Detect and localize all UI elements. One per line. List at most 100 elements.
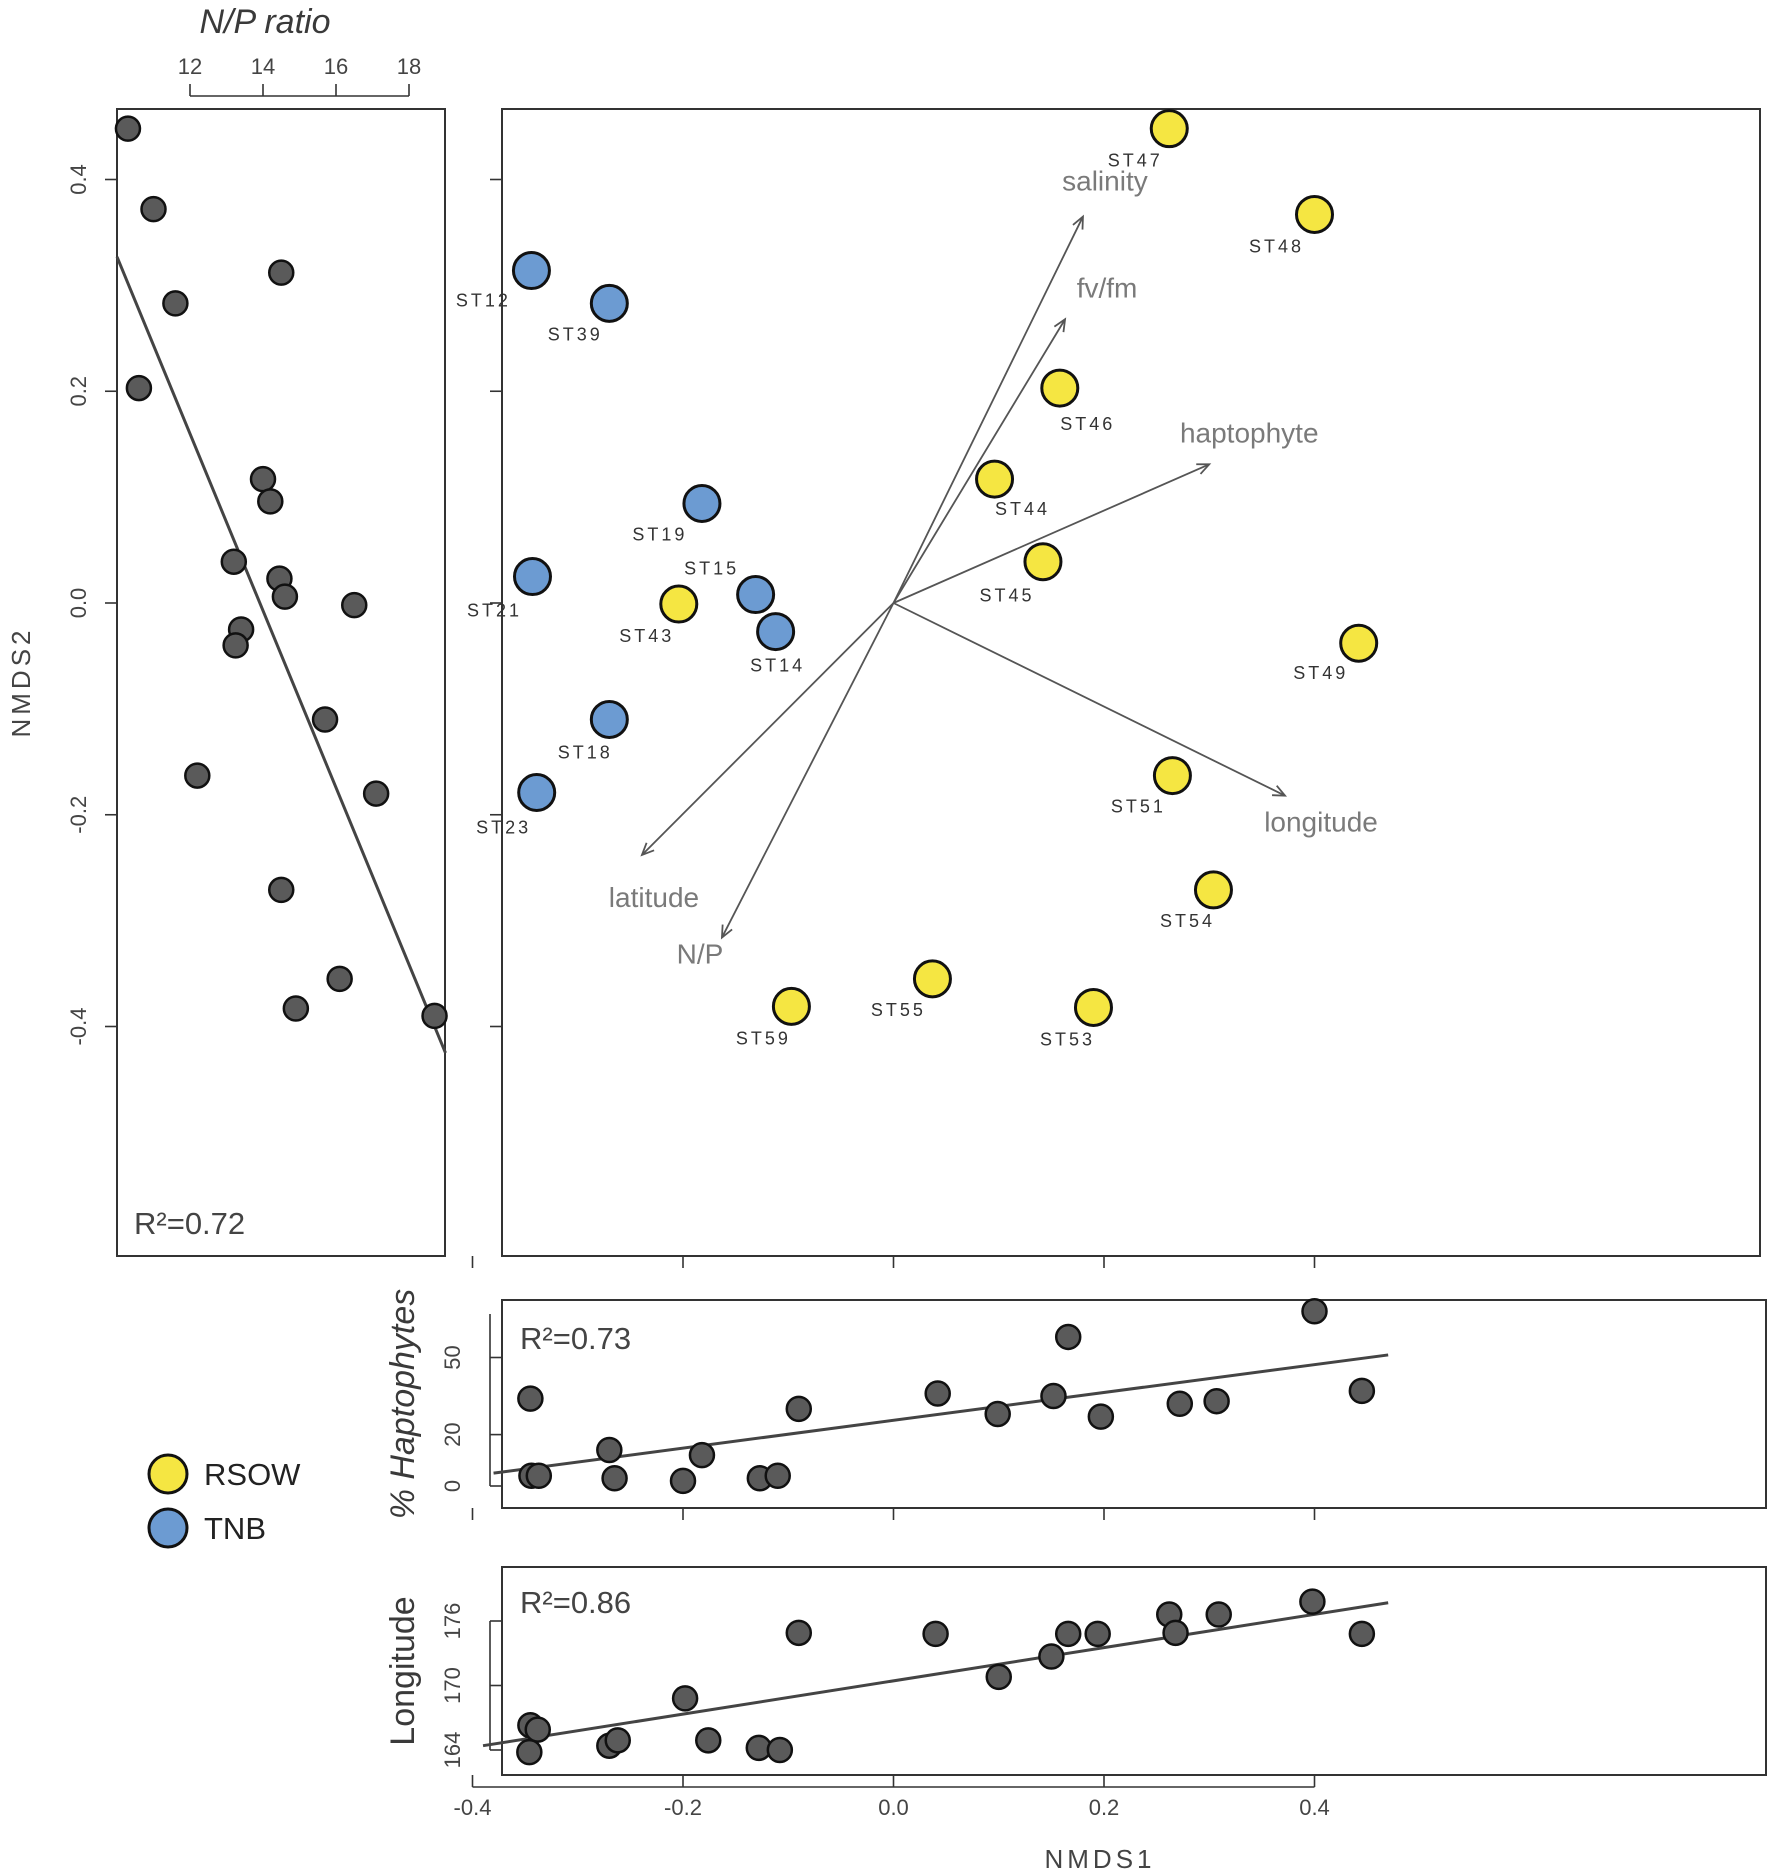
station-label: ST48 xyxy=(1249,236,1304,256)
vector-line xyxy=(892,216,1084,604)
station-label: ST45 xyxy=(979,586,1034,606)
np-x-tick-label: 12 xyxy=(178,54,202,79)
station-label: ST47 xyxy=(1108,151,1163,171)
nmds2-y-axis: -0.4 -0.2 0.0 0.2 0.4 xyxy=(66,164,117,1045)
longitude-data-point xyxy=(516,1738,543,1766)
haptophyte-axis-title: % Haptophytes xyxy=(384,1289,422,1520)
station-label: ST51 xyxy=(1111,797,1166,817)
longitude-data-point xyxy=(671,1685,699,1712)
longitude-data-point xyxy=(1038,1643,1065,1670)
nmds-panel: salinity fv/fm haptophyte longitude latitude… xyxy=(456,108,1761,1268)
vector-arrowhead xyxy=(1272,785,1288,797)
station-point-st46 xyxy=(1040,368,1080,408)
nmds1-axis-title: NMDS1 xyxy=(1044,1844,1155,1874)
station-point-st54 xyxy=(1193,870,1233,910)
station-point-st44 xyxy=(975,459,1015,499)
np-data-point xyxy=(326,965,353,993)
station-label: ST43 xyxy=(619,626,674,646)
station-point-st19 xyxy=(682,483,722,523)
haptophyte-data-point xyxy=(764,1462,791,1489)
haptophyte-data-point xyxy=(1040,1382,1067,1410)
longitude-data-point xyxy=(766,1736,794,1764)
vector-line xyxy=(893,602,1286,797)
np-data-point xyxy=(268,876,295,904)
longitude-panel: Longitude 164 170 176 -0.4 -0.2 0.0 0.2 0.4 R²… xyxy=(384,1566,1767,1874)
longitude-y-tick-label: 176 xyxy=(440,1603,465,1640)
station-label: ST59 xyxy=(736,1028,791,1048)
np-data-point xyxy=(184,762,211,789)
np-data-point xyxy=(140,195,167,223)
haptophyte-panel-frame xyxy=(501,1299,1767,1509)
legend-label-tnb: TNB xyxy=(204,1511,266,1546)
vector-arrowhead xyxy=(1196,463,1212,475)
station-point-st51 xyxy=(1152,756,1192,796)
station-point-st53 xyxy=(1073,987,1113,1027)
station-point-st14 xyxy=(756,612,796,652)
haptophyte-y-axis: 0 20 50 xyxy=(440,1314,502,1492)
longitude-y-tick-label: 164 xyxy=(440,1732,465,1769)
longitude-data-point xyxy=(1162,1619,1189,1647)
haptophyte-data-point xyxy=(517,1385,544,1412)
np-r2-label: R²=0.72 xyxy=(134,1206,245,1241)
np-x-tick-label: 18 xyxy=(397,54,421,79)
np-x-tick-label: 16 xyxy=(324,54,348,79)
station-point-st59 xyxy=(771,986,811,1026)
nmds2-axis-title: NMDS2 xyxy=(6,626,36,737)
nmds1-x-tick-label: -0.2 xyxy=(664,1795,702,1820)
vector-label: fv/fm xyxy=(1077,272,1138,303)
haptophyte-y-tick-label: 50 xyxy=(440,1345,465,1369)
vector-arrowhead xyxy=(1053,317,1067,333)
vector-arrowhead xyxy=(1072,214,1084,230)
np-x-axis: 12 14 16 18 xyxy=(178,54,421,97)
station-point-st45 xyxy=(1023,542,1063,582)
station-label: ST14 xyxy=(750,656,805,676)
legend-swatch-rsow xyxy=(147,1453,189,1495)
station-point-st48 xyxy=(1295,194,1334,234)
haptophyte-y-tick-label: 0 xyxy=(440,1480,465,1492)
nmds2-y-tick-label: -0.4 xyxy=(66,1008,91,1046)
station-point-st21 xyxy=(512,557,552,597)
station-point-st23 xyxy=(517,773,557,813)
legend-label-rsow: RSOW xyxy=(204,1457,301,1492)
nmds-y-ticks xyxy=(490,178,502,1028)
longitude-data-point xyxy=(1348,1620,1376,1648)
longitude-data-point xyxy=(922,1620,949,1648)
nmds1-x-tick-label: 0.0 xyxy=(878,1795,909,1820)
legend: RSOW TNB xyxy=(147,1453,301,1549)
np-data-point xyxy=(257,488,284,515)
haptophyte-data-point xyxy=(984,1400,1011,1428)
longitude-axis-title: Longitude xyxy=(384,1596,422,1745)
vector-line xyxy=(893,463,1210,604)
station-point-st49 xyxy=(1339,623,1379,663)
longitude-data-point xyxy=(695,1727,722,1754)
haptophyte-data-point xyxy=(785,1395,813,1423)
longitude-data-point xyxy=(985,1663,1012,1691)
haptophyte-data-point xyxy=(1054,1323,1082,1351)
vector-label: salinity xyxy=(1062,166,1148,197)
station-label: ST12 xyxy=(456,291,511,311)
longitude-data-point xyxy=(604,1727,631,1754)
nmds2-y-tick-label: 0.2 xyxy=(66,376,91,407)
longitude-data-point xyxy=(785,1619,813,1647)
haptophyte-panel: % Haptophytes 0 20 50 R²=0.73 xyxy=(384,1289,1767,1520)
np-x-tick-label: 14 xyxy=(251,54,275,79)
np-data-point xyxy=(114,115,142,142)
legend-swatch-tnb xyxy=(147,1507,189,1549)
longitude-plot-area xyxy=(482,1588,1389,1766)
vector-arrowhead xyxy=(720,924,733,940)
station-point-st15 xyxy=(736,575,776,615)
station-label: ST19 xyxy=(632,524,687,544)
longitude-data-point xyxy=(1084,1620,1111,1648)
longitude-y-tick-label: 170 xyxy=(440,1667,465,1704)
np-plot-area xyxy=(114,115,448,1054)
np-data-point xyxy=(222,632,249,659)
station-label: ST23 xyxy=(476,818,531,838)
station-label: ST53 xyxy=(1040,1029,1095,1049)
environmental-vectors: salinity fv/fm haptophyte longitude latitude… xyxy=(609,166,1378,970)
np-panel-title: N/P ratio xyxy=(199,3,330,41)
haptophyte-data-point xyxy=(1301,1297,1328,1325)
station-label: ST39 xyxy=(548,324,603,344)
station-point-st39 xyxy=(589,283,629,323)
haptophyte-data-point xyxy=(688,1441,716,1469)
nmds-panel-frame xyxy=(501,108,1761,1257)
